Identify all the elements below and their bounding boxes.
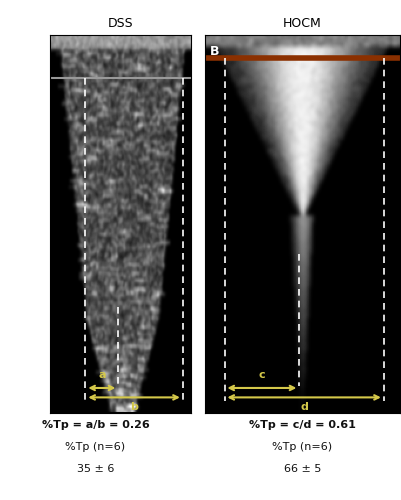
Text: a: a xyxy=(98,370,105,380)
Text: %Tp = c/d = 0.61: %Tp = c/d = 0.61 xyxy=(249,420,355,430)
Text: A: A xyxy=(2,403,12,416)
Text: HOCM: HOCM xyxy=(282,17,321,30)
Text: c: c xyxy=(258,370,265,380)
Text: 35 ± 6: 35 ± 6 xyxy=(77,464,114,474)
Text: d: d xyxy=(300,402,307,412)
Text: 66 ± 5: 66 ± 5 xyxy=(283,464,320,474)
Text: cm/s: cm/s xyxy=(4,364,29,374)
Text: %Tp (n=6): %Tp (n=6) xyxy=(65,442,125,452)
Text: %Tp = a/b = 0.26: %Tp = a/b = 0.26 xyxy=(41,420,149,430)
Text: 400: 400 xyxy=(9,51,28,61)
Text: DSS: DSS xyxy=(107,17,133,30)
Text: B: B xyxy=(209,45,219,58)
Text: %Tp (n=6): %Tp (n=6) xyxy=(272,442,332,452)
Text: 200: 200 xyxy=(9,222,28,232)
Text: b: b xyxy=(130,402,138,412)
